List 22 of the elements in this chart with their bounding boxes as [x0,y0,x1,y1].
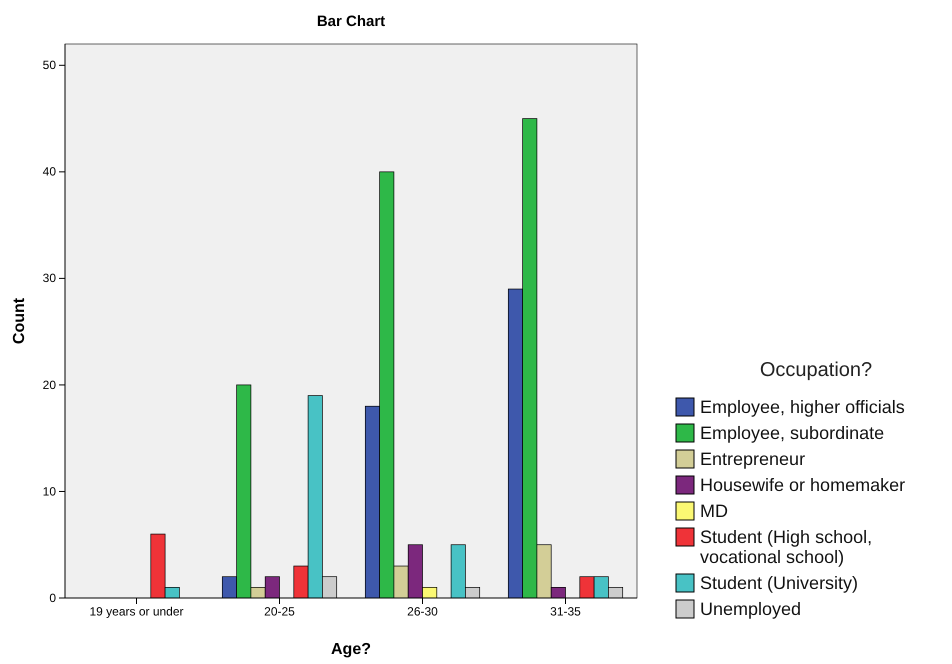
x-tick-label: 31-35 [550,604,582,619]
legend-label: Entrepreneur [700,449,806,469]
y-tick-label: 50 [42,58,56,72]
y-tick-label: 30 [42,271,56,286]
chart-title: Bar Chart [316,13,386,30]
legend-label: Student (University) [700,573,858,593]
legend-label: Housewife or homemaker [700,475,906,495]
legend-title: Occupation? [760,359,872,381]
legend-label: Employee, subordinate [700,423,884,443]
legend-label: MD [700,501,728,521]
x-tick-label: 20-25 [264,604,296,619]
x-axis-title: Age? [331,641,371,658]
legend-label: Employee, higher officials [700,397,905,417]
x-tick-label: 19 years or under [89,604,184,619]
x-tick-label: 26-30 [407,604,438,619]
y-tick-label: 20 [42,378,56,392]
y-axis-title: Count [11,297,28,344]
y-tick-label: 40 [42,164,56,179]
y-tick-label: 10 [42,484,56,498]
legend-label: Unemployed [700,599,802,619]
y-tick-label: 0 [49,590,56,605]
legend-label: Student (High school, vocational school) [700,527,872,567]
